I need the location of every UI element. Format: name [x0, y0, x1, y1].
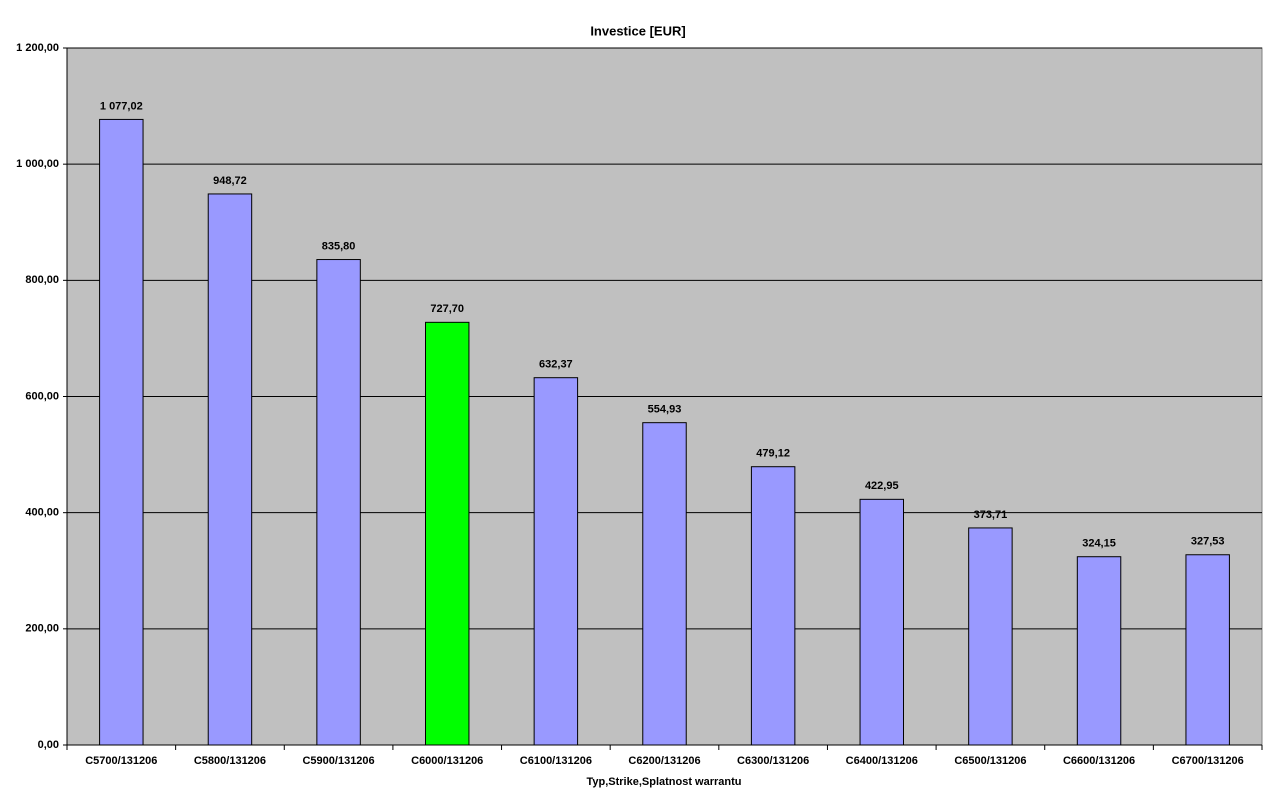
x-tick-label: C6300/131206 [737, 755, 809, 767]
y-tick-label: 600,00 [25, 390, 59, 402]
y-tick-label: 1 200,00 [16, 42, 59, 54]
chart-title: Investice [EUR] [590, 23, 685, 38]
x-tick-label: C6500/131206 [954, 755, 1026, 767]
bar [207, 193, 253, 746]
bar [1076, 556, 1122, 746]
data-label: 479,12 [756, 448, 790, 460]
bar [316, 259, 361, 746]
data-label: 554,93 [648, 404, 682, 416]
data-label: 727,70 [430, 303, 464, 315]
bar [750, 466, 796, 746]
y-tick-label: 400,00 [25, 507, 59, 519]
data-label: 948,72 [213, 175, 247, 187]
data-label: 373,71 [974, 509, 1008, 521]
x-tick-label: C5800/131206 [194, 755, 266, 767]
x-tick-label: C6100/131206 [520, 755, 592, 767]
data-label: 324,15 [1082, 538, 1116, 550]
bar [968, 527, 1013, 746]
bar [859, 498, 905, 746]
y-tick-label: 0,00 [38, 739, 59, 751]
x-tick-label: C6700/131206 [1172, 755, 1244, 767]
x-tick-label: C5900/131206 [302, 755, 374, 767]
x-tick-label: C5700/131206 [85, 755, 157, 767]
x-tick-label: C6200/131206 [628, 755, 700, 767]
data-label: 327,53 [1191, 536, 1225, 548]
data-label: 1 077,02 [100, 100, 143, 112]
bar [642, 422, 687, 746]
data-label: 632,37 [539, 359, 573, 371]
y-tick-label: 200,00 [25, 623, 59, 635]
y-tick-label: 800,00 [25, 274, 59, 286]
x-tick-label: C6400/131206 [846, 755, 918, 767]
bar [533, 377, 579, 746]
bar [425, 321, 470, 746]
y-tick-label: 1 000,00 [16, 158, 59, 170]
bar [99, 118, 144, 746]
data-label: 835,80 [322, 240, 356, 252]
bar [1185, 554, 1230, 746]
x-axis-title: Typ,Strike,Splatnost warrantu [586, 776, 741, 788]
x-tick-label: C6600/131206 [1063, 755, 1135, 767]
x-tick-label: C6000/131206 [411, 755, 483, 767]
data-label: 422,95 [865, 480, 899, 492]
